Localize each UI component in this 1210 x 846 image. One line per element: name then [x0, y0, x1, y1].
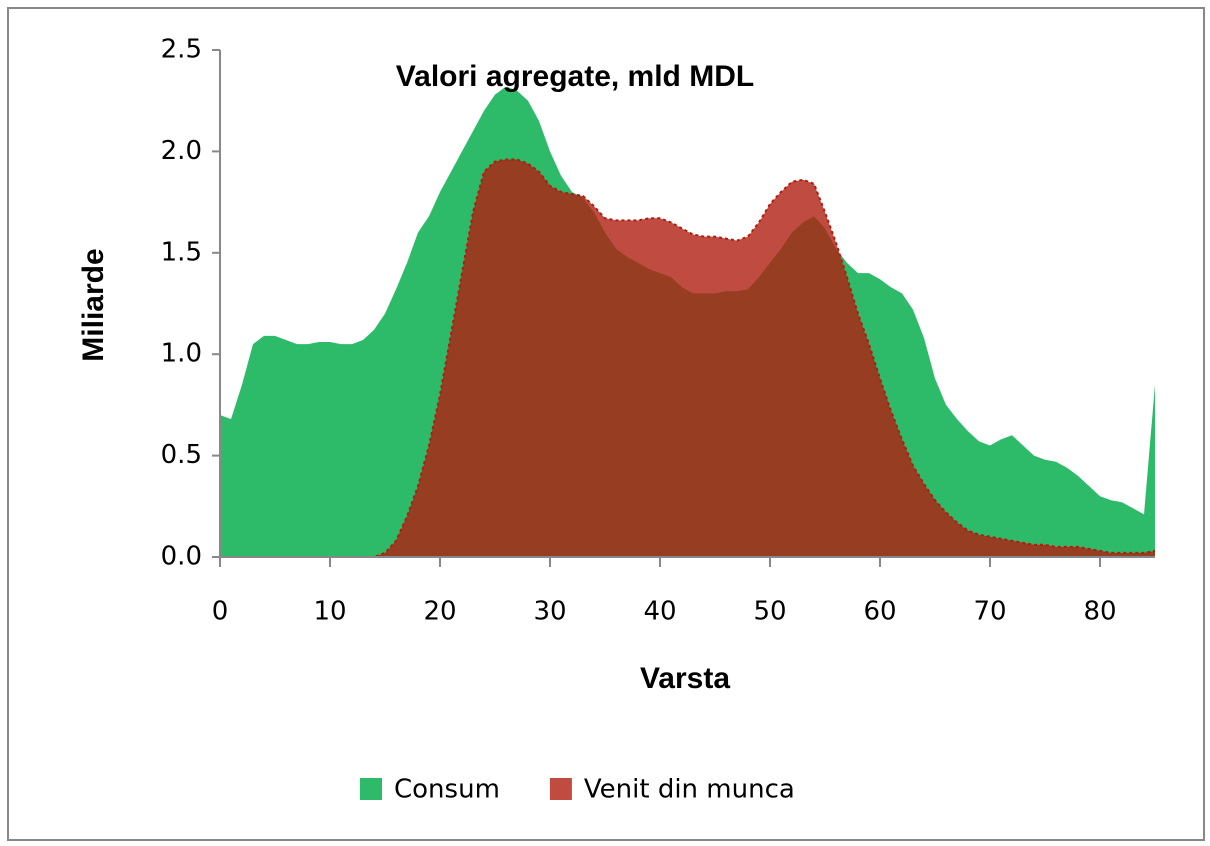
x-tick-label: 60	[863, 597, 896, 627]
area-outline	[220, 158, 1156, 558]
x-tick-label: 50	[753, 597, 786, 627]
y-tick-label: 2.5	[161, 35, 202, 65]
x-tick-label: 70	[973, 597, 1006, 627]
chart-frame	[7, 7, 1205, 841]
y-axis-label: Miliarde	[77, 248, 110, 361]
x-tick-label: 40	[643, 597, 676, 627]
x-tick-label: 10	[313, 597, 346, 627]
y-tick-label: 0.0	[161, 542, 202, 572]
plot-area	[220, 86, 1156, 558]
chart-title: Valori agregate, mld MDL	[396, 60, 754, 93]
x-tick-label: 30	[533, 597, 566, 627]
area	[220, 159, 1155, 557]
y-tick-label: 0.5	[161, 440, 202, 470]
legend-swatch	[549, 778, 572, 800]
legend-swatch	[360, 778, 382, 800]
y-tick-label: 1.0	[161, 339, 202, 369]
x-tick-label: 0	[212, 597, 229, 627]
legend-label: Venit din munca	[584, 775, 795, 805]
y-tick-label: 1.5	[161, 237, 202, 267]
legend-label: Consum	[394, 775, 500, 805]
x-tick-label: 80	[1083, 597, 1116, 627]
x-tick-label: 20	[423, 597, 456, 627]
x-axis-label: Varsta	[640, 662, 730, 695]
y-tick-label: 2.0	[161, 136, 202, 166]
